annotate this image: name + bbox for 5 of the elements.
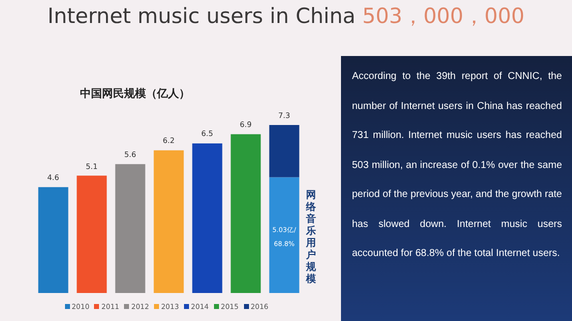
text: According to the 39th report of CNNIC, the number of Internet users in China has reached 731 million. Internet music users has reached 503 million, an increase of 0.1% over the same period of the previous year, and the growth rate has slowed down. Internet music users accounted for 68.8% of the total Internet users. [352, 71, 562, 259]
text: 503，000，000 [361, 4, 524, 28]
text: 网络音乐用户规模 [305, 190, 317, 286]
text: Internet music users in China [48, 4, 356, 28]
chart-title: 中国网民规模（亿人） [79, 86, 191, 101]
